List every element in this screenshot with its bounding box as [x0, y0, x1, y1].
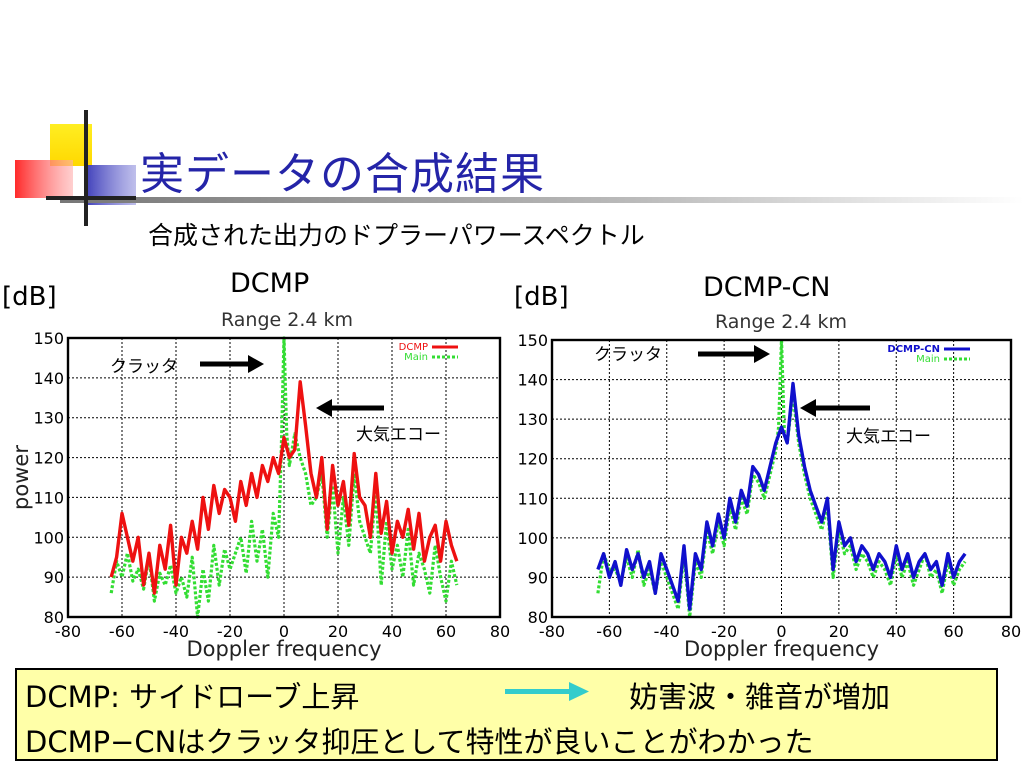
echo-arrow-head: [316, 399, 332, 417]
y-tick-label: 80: [44, 608, 64, 627]
clutter-arrow-head: [248, 355, 264, 373]
x-tick-label: -40: [654, 622, 680, 641]
deco-vertical-bar: [84, 110, 88, 226]
x-axis-label: Doppler frequency: [186, 637, 381, 661]
x-tick-label: 0: [776, 622, 786, 641]
echo-arrow-head: [800, 399, 816, 417]
x-tick-label: 20: [829, 622, 849, 641]
x-tick-label: -60: [596, 622, 622, 641]
y-tick-label: 110: [517, 489, 548, 508]
right-unit-label: [dB]: [514, 282, 569, 312]
annotation-clutter: クラッタ: [110, 357, 178, 377]
plot-frame: [66, 336, 502, 619]
x-tick-label: -60: [109, 622, 135, 641]
y-tick-label: 150: [517, 331, 548, 350]
y-tick-label: 100: [33, 528, 64, 547]
summary-effect: 妨害波・雑音が増加: [629, 680, 891, 714]
series-line-dcmp: [109, 380, 459, 595]
x-tick-label: 80: [1001, 622, 1021, 641]
x-tick-label: 0: [279, 622, 289, 641]
x-tick-label: 60: [436, 622, 456, 641]
series-line-dcmp-cn: [596, 381, 967, 611]
left-chart-heading: DCMP: [230, 268, 310, 299]
y-tick-label: 140: [33, 369, 64, 388]
y-tick-label: 150: [33, 329, 64, 348]
deco-underline: [60, 197, 1024, 203]
right-chart-heading: DCMP-CN: [703, 272, 831, 303]
dcmp-chart: Range 2.4 km 80 90 100 110 120 130 140 150 -80 -60…: [9, 309, 510, 661]
slide-title: 実データの合成結果: [140, 149, 545, 200]
x-tick-label: 80: [490, 622, 510, 641]
chart-title: Range 2.4 km: [221, 309, 353, 331]
y-tick-label: 130: [517, 410, 548, 429]
summary-line-2: DCMP−CNはクラッタ抑圧として特性が良いことがわかった: [25, 725, 814, 759]
legend-label: Main: [916, 354, 940, 365]
y-tick-label: 140: [517, 371, 548, 390]
x-axis-label: Doppler frequency: [684, 637, 879, 661]
arrow-right-icon: [505, 682, 589, 701]
y-tick-label: 90: [528, 568, 548, 587]
x-tick-label: 60: [943, 622, 963, 641]
y-axis-label: power: [9, 445, 33, 510]
annotation-clutter: クラッタ: [594, 345, 662, 365]
y-tick-label: 120: [33, 449, 64, 468]
y-tick-label: 120: [517, 450, 548, 469]
x-tick-label: 40: [886, 622, 906, 641]
left-unit-label: [dB]: [2, 282, 57, 312]
chart-title: Range 2.4 km: [715, 311, 847, 333]
legend-label: DCMP: [399, 342, 428, 353]
x-tick-label: -80: [539, 622, 565, 641]
deco-horizontal-bar: [46, 196, 136, 200]
plot-frame: [550, 338, 1013, 619]
slide-subtitle: 合成された出力のドプラーパワースペクトル: [148, 221, 645, 250]
x-tick-label: -80: [55, 622, 81, 641]
plot-area: [552, 338, 1011, 619]
legend-label: Main: [404, 352, 428, 363]
y-tick-label: 90: [44, 568, 64, 587]
x-tick-label: -40: [163, 622, 189, 641]
summary-line-1: DCMP: サイドローブ上昇: [25, 680, 360, 714]
y-tick-label: 100: [517, 529, 548, 548]
deco-red-square: [15, 160, 73, 198]
annotation-echo: 大気エコー: [356, 425, 441, 445]
summary-box: DCMP: サイドローブ上昇 妨害波・雑音が増加 DCMP−CNはクラッタ抑圧と…: [15, 668, 998, 761]
x-tick-label: 20: [328, 622, 348, 641]
legend-label: DCMP-CN: [887, 344, 940, 355]
clutter-arrow-head: [754, 345, 770, 363]
y-tick-label: 110: [33, 488, 64, 507]
x-tick-label: 40: [382, 622, 402, 641]
y-tick-label: 80: [528, 608, 548, 627]
x-tick-label: -20: [711, 622, 737, 641]
y-tick-label: 130: [33, 409, 64, 428]
annotation-echo: 大気エコー: [846, 427, 931, 447]
dcmp-cn-chart: Range 2.4 km 80 90 100 110 120 130 140 150 -80 -60…: [517, 311, 1021, 661]
plot-area: [68, 336, 500, 619]
x-tick-label: -20: [217, 622, 243, 641]
title-decoration: [15, 110, 1024, 226]
